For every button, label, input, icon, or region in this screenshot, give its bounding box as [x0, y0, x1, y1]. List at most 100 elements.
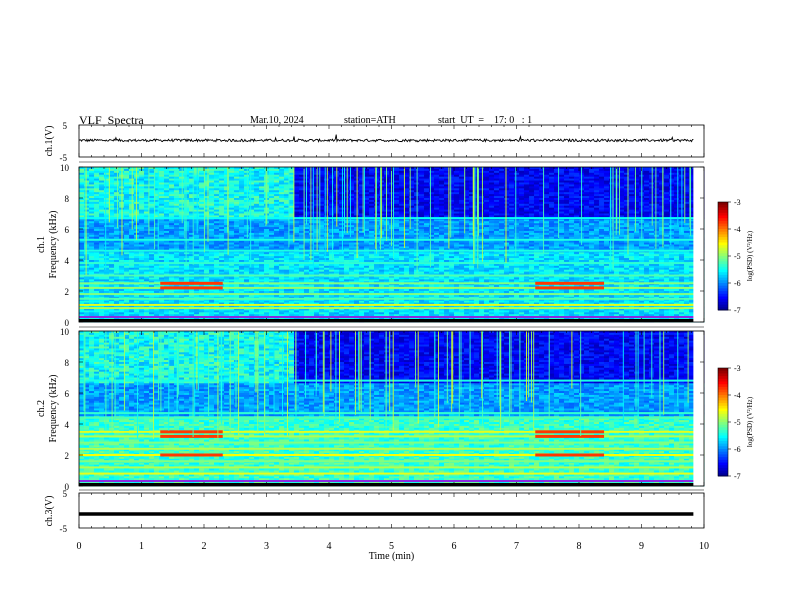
- ch1-spectrogram-cell: [294, 180, 300, 183]
- ch1-spectrogram-cell: [249, 180, 255, 183]
- ch1-spectrogram-cell: [219, 176, 225, 180]
- ch1-spectrogram-cell: [274, 167, 280, 170]
- ch1-spectrogram-cell: [394, 178, 400, 182]
- ch1-spectrogram-cell: [234, 182, 240, 185]
- ch1-spectrogram-cell: [394, 174, 400, 178]
- ch1-spectrogram-cell: [239, 178, 245, 182]
- ch1-spectrogram-cell: [184, 180, 190, 183]
- ch1-spectrogram-cell: [124, 180, 130, 183]
- ch1-spectrogram-cell: [299, 178, 305, 182]
- ch1-spectrogram-cell: [349, 168, 355, 172]
- ch1-spectrogram-cell: [329, 180, 335, 183]
- ch1-spectrogram-cell: [169, 180, 175, 183]
- ch1-spectrogram-cell: [94, 170, 100, 174]
- ch1-spectrogram-cell: [454, 170, 460, 174]
- ch1-spectrogram-cell: [154, 172, 160, 176]
- ch1-spectrogram-cell: [209, 168, 215, 172]
- ch1-spectrogram-cell: [174, 174, 180, 178]
- ch1-spectrogram-cell: [359, 168, 365, 172]
- ch1-spectrogram-cell: [164, 170, 170, 174]
- ch1-spectrogram-cell: [509, 180, 515, 183]
- ch1-spectrogram-cell: [469, 170, 475, 174]
- ch1-spectrogram-cell: [529, 167, 535, 170]
- ch1-spectrogram-cell: [559, 178, 565, 182]
- ch1-spectrogram-cell: [484, 178, 490, 182]
- ch1-spectrogram-cell: [159, 172, 165, 176]
- ch1-spectrogram-cell: [564, 178, 570, 182]
- ch1-spectrogram-cell: [689, 170, 695, 174]
- ch1-spectrogram-cell: [139, 172, 145, 176]
- ch1-spectrogram-cell: [164, 178, 170, 182]
- ch1-spectrogram-cell: [514, 172, 520, 176]
- ch1-spectrogram-cell: [209, 180, 215, 183]
- ch1-spectrogram-cell: [319, 167, 325, 170]
- ch1-spectrogram-cell: [439, 176, 445, 180]
- ch1-spectrogram-cell: [644, 180, 650, 183]
- ch1-spectrogram-cell: [174, 168, 180, 172]
- ch1-spectrogram-cell: [459, 178, 465, 182]
- ch1-spectrogram-cell: [209, 182, 215, 185]
- ch1-spectrogram-cell: [164, 168, 170, 172]
- ch1-spectrogram-cell: [544, 170, 550, 174]
- ch1-spectrogram-cell: [634, 172, 640, 176]
- ch1-spectrogram-cell: [484, 170, 490, 174]
- ch1-spectrogram-cell: [519, 176, 525, 180]
- ch1-spectrogram-cell: [484, 176, 490, 180]
- ch1-spectrogram-cell: [284, 180, 290, 183]
- ch1-spectrogram-cell: [204, 172, 210, 176]
- ch1-spectrogram-cell: [394, 180, 400, 183]
- ch1-spectrogram-cell: [604, 180, 610, 183]
- ch1-spectrogram-cell: [239, 174, 245, 178]
- ch1-spectrogram-cell: [434, 170, 440, 174]
- ch1-spectrogram-cell: [404, 167, 410, 170]
- ch1-spectrogram-cell: [359, 182, 365, 185]
- ch1-spectrogram-cell: [294, 176, 300, 180]
- ch1-spectrogram-cell: [644, 168, 650, 172]
- ch1-spectrogram-cell: [499, 167, 505, 170]
- ch1-spectrogram-cell: [294, 178, 300, 182]
- ch1-spectrogram-cell: [244, 167, 250, 170]
- ch1-spectrogram-cell: [659, 174, 665, 178]
- ch1-spectrogram-cell: [214, 174, 220, 178]
- ch1-spectrogram-cell: [124, 174, 130, 178]
- ch1-spectrogram-cell: [114, 168, 120, 172]
- ch1-spectrogram-cell: [289, 182, 295, 185]
- ch1-spectrogram-cell: [499, 178, 505, 182]
- ch1-spectrogram-cell: [79, 182, 85, 185]
- ch1-spectrogram-cell: [309, 178, 315, 182]
- ch1-spectrogram-cell: [404, 178, 410, 182]
- ch1-spectrogram-cell: [429, 167, 435, 170]
- ch1-spectrogram-cell: [109, 167, 115, 170]
- ch1-spectrogram-cell: [684, 178, 690, 182]
- ch1-spectrogram-cell: [669, 174, 675, 178]
- ch1-spectrogram-cell: [124, 176, 130, 180]
- ch1-spectrogram-cell: [549, 168, 555, 172]
- ch1-spectrogram-cell: [269, 167, 275, 170]
- ch1-spectrogram-cell: [479, 172, 485, 176]
- date-label: Mar.10, 2024: [250, 115, 304, 126]
- ch1-spectrogram-cell: [464, 176, 470, 180]
- ch1-spectrogram-cell: [444, 178, 450, 182]
- ch1-spectrogram-cell: [669, 180, 675, 183]
- ch1-spectrogram-cell: [94, 178, 100, 182]
- ch1-spectrogram-cell: [509, 168, 515, 172]
- ch1-spectrogram-cell: [364, 172, 370, 176]
- ch1-spectrogram-cell: [494, 178, 500, 182]
- ch1-spectrogram-cell: [269, 182, 275, 185]
- ch1-spectrogram-cell: [84, 182, 90, 185]
- ch1-spectrogram-cell: [259, 178, 265, 182]
- ch1-spectrogram-cell: [309, 182, 315, 185]
- ch1-spectrogram-cell: [594, 174, 600, 178]
- ch1-spectrogram-cell: [269, 178, 275, 182]
- ch1-spectrogram-cell: [604, 174, 610, 178]
- ch1-spectrogram-cell: [609, 180, 615, 183]
- ch1-spectrogram-cell: [449, 170, 455, 174]
- ch1-spectrogram-cell: [424, 167, 430, 170]
- ch1-spectrogram-cell: [154, 170, 160, 174]
- ch1-spectrogram-cell: [569, 168, 575, 172]
- ch1-spectrogram-cell: [84, 167, 90, 170]
- ch1-spectrogram-cell: [499, 176, 505, 180]
- ch1-spectrogram-cell: [149, 170, 155, 174]
- ch1-spectrogram-cell: [149, 174, 155, 178]
- ch1-spectrogram-cell: [504, 170, 510, 174]
